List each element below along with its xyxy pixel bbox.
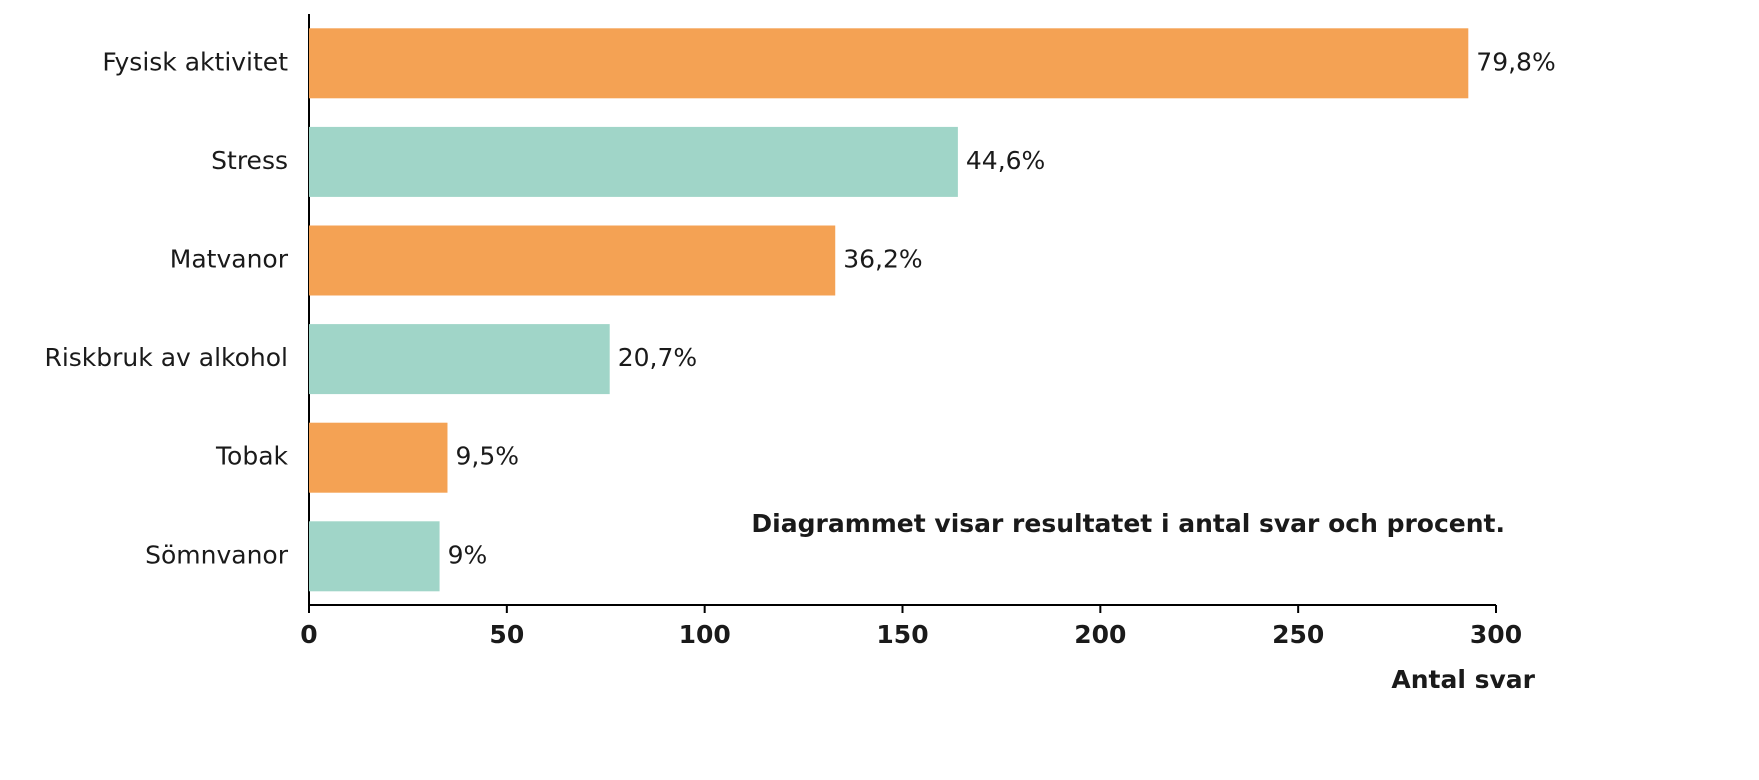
data-label: 20,7%: [618, 343, 697, 372]
data-label: 9%: [448, 540, 488, 569]
bar: [309, 521, 440, 592]
x-tick-label: 150: [876, 620, 928, 649]
data-label: 79,8%: [1476, 47, 1555, 76]
bar: [309, 324, 610, 395]
x-tick-label: 300: [1470, 620, 1522, 649]
data-label: 44,6%: [966, 146, 1045, 175]
x-tick-label: 50: [489, 620, 524, 649]
bar: [309, 225, 836, 296]
x-tick-label: 250: [1272, 620, 1324, 649]
x-tick-label: 200: [1074, 620, 1126, 649]
annotation: Diagrammet visar resultatet i antal svar…: [751, 509, 1505, 538]
y-tick-label: Matvanor: [170, 245, 289, 274]
x-tick-label: 100: [679, 620, 731, 649]
bar: [309, 422, 448, 493]
x-axis-label: Antal svar: [1391, 665, 1535, 694]
y-tick-label: Stress: [211, 146, 288, 175]
bar: [309, 28, 1469, 99]
y-tick-label: Sömnvanor: [145, 540, 289, 569]
data-label: 9,5%: [455, 442, 519, 471]
y-tick-label: Riskbruk av alkohol: [44, 343, 288, 372]
bar: [309, 126, 958, 197]
y-tick-label: Tobak: [215, 442, 289, 471]
data-label: 36,2%: [843, 245, 922, 274]
x-tick-label: 0: [300, 620, 317, 649]
y-tick-label: Fysisk aktivitet: [102, 47, 288, 76]
